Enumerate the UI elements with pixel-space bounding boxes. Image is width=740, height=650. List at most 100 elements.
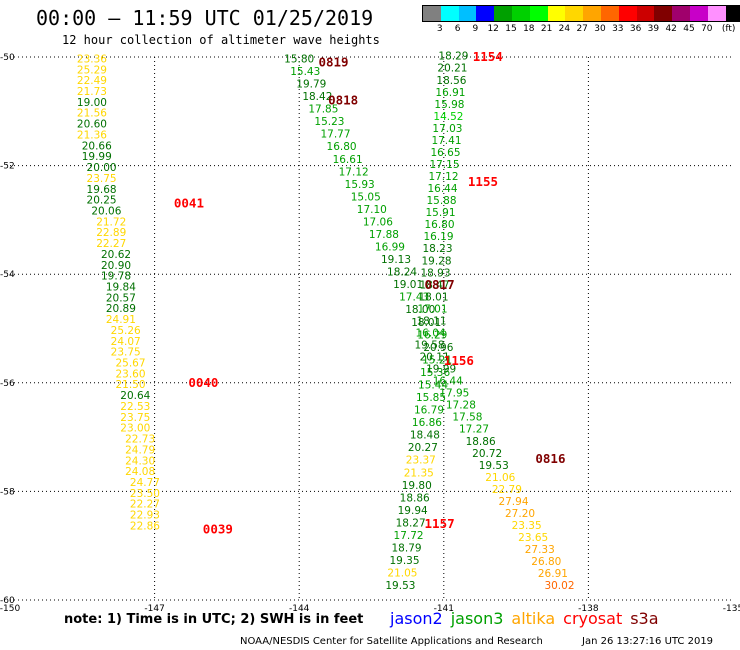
wave-height-value: 19.78 (101, 271, 131, 283)
wave-height-value: 16.61 (333, 154, 363, 166)
wave-height-value: 19.94 (398, 505, 428, 517)
latitude-tick-label: -54 (0, 270, 15, 280)
wave-height-value: 17.03 (432, 123, 462, 135)
pass-time-label: 0818 (328, 92, 358, 107)
legend-swatch (707, 6, 726, 21)
wave-height-value: 23.75 (87, 173, 117, 185)
wave-height-value: 15.93 (345, 179, 375, 191)
wave-height-value: 18.48 (410, 430, 440, 442)
wave-height-value: 27.94 (498, 496, 528, 508)
wave-height-value: 19.53 (479, 460, 509, 472)
wave-height-value: 18.86 (400, 492, 430, 504)
wave-height-value: 16.91 (435, 87, 465, 99)
wave-height-value: 17.72 (394, 530, 424, 542)
wave-height-value: 22.73 (125, 434, 155, 446)
legend-label: 9 (472, 24, 479, 34)
legend-swatch (725, 6, 740, 21)
wave-height-value: 27.33 (525, 544, 555, 556)
latitude-tick-label: -50 (0, 53, 15, 63)
legend-label: 70 (701, 24, 713, 34)
legend-label: 39 (647, 24, 660, 34)
wave-height-value: 22.27 (96, 238, 126, 250)
wave-height-value: 18.00 (405, 304, 435, 316)
axis-labels: -50 -52 -54 -56 -58 -60-150 -147 -144 -141 -138 -1… (0, 53, 740, 614)
pass-time-label: 0040 (188, 375, 218, 390)
wave-height-value: 23.00 (120, 423, 150, 435)
wave-height-value: 16.80 (327, 141, 357, 153)
wave-height-value: 17.12 (428, 171, 458, 183)
wave-height-value: 20.60 (77, 119, 107, 131)
satellite-name-cryosat: cryosat (563, 609, 623, 628)
legend-label: 12 (487, 24, 499, 34)
wave-height-value: 18.93 (420, 267, 450, 279)
wave-height-value: 19.13 (381, 254, 411, 266)
longitude-tick-label: -144 (289, 604, 310, 614)
wave-height-value: 24.30 (125, 455, 155, 467)
wave-height-value: 20.64 (120, 390, 150, 402)
wave-height-value: 23.75 (120, 412, 150, 424)
wave-height-value: 17.01 (417, 303, 447, 315)
wave-height-value: 20.66 (82, 140, 112, 152)
wave-height-value: 17.10 (357, 204, 387, 216)
legend-label: 6 (454, 24, 461, 34)
wave-height-value: 18.56 (436, 75, 466, 87)
longitude-tick-label: -141 (434, 604, 454, 614)
wave-height-value: 17.28 (446, 400, 476, 412)
wave-height-value: 17.77 (320, 129, 350, 141)
wave-height-value: 20.57 (106, 292, 136, 304)
legend-label: 30 (594, 24, 606, 34)
wave-height-value: 21.35 (404, 467, 434, 479)
legend-swatch (458, 6, 477, 21)
wave-height-value: 17.12 (339, 166, 369, 178)
wave-height-value: 17.58 (452, 412, 482, 424)
wave-height-value: 15.91 (425, 207, 455, 219)
wave-height-value: 17.41 (431, 135, 461, 147)
legend-label: 24 (558, 24, 571, 34)
wave-height-value: 16.29 (417, 329, 447, 341)
legend-swatch (600, 6, 619, 21)
pass-time-labels: 0041 0040 0039 0819 0818 0817 0816 1154 1155 1156… (174, 49, 566, 536)
wave-height-value: 26.91 (538, 568, 568, 580)
wave-height-value: 21.05 (387, 568, 417, 580)
satellite-name-altika: altika (511, 609, 556, 628)
latitude-tick-label: -60 (0, 596, 15, 606)
wave-height-value: 18.27 (396, 517, 426, 529)
wave-height-value: 19.00 (77, 97, 107, 109)
wave-height-value: 19.01 (393, 279, 423, 291)
wave-height-value: 17.27 (459, 424, 489, 436)
wave-height-value: 16.04 (416, 327, 446, 339)
wave-height-value: 20.25 (87, 195, 117, 207)
legend-swatch (494, 6, 512, 21)
wave-height-value: 20.21 (437, 63, 467, 75)
legend-swatch (654, 6, 673, 21)
wave-height-value: 21.36 (77, 129, 107, 141)
wave-height-value: 19.35 (389, 555, 419, 567)
wave-height-value: 20.89 (106, 303, 136, 315)
wave-height-value: 22.86 (130, 520, 160, 532)
wave-height-values: 23.3625.2922.4921.7319.0021.5620.6021.36… (77, 51, 575, 592)
wave-height-value: 23.35 (512, 520, 542, 532)
pass-time-label: 1155 (468, 174, 498, 189)
legend-swatch (529, 6, 548, 21)
legend-label: 18 (523, 24, 535, 34)
legend-swatch (636, 6, 655, 21)
longitude-tick-label: -138 (578, 604, 599, 614)
pass-time-label: 0816 (535, 451, 565, 466)
wave-height-value: 23.65 (518, 532, 548, 544)
map-grid (10, 56, 733, 601)
legend-swatch (440, 6, 459, 21)
wave-height-value: 24.79 (125, 444, 155, 456)
wave-height-value: 16.80 (424, 219, 454, 231)
wave-height-value: 23.37 (406, 455, 436, 467)
wave-height-value: 16.44 (427, 183, 457, 195)
legend-color-scale (422, 5, 740, 22)
wave-height-value: 26.80 (531, 556, 561, 568)
longitude-tick-label: -150 (0, 604, 20, 614)
wave-height-value: 17.15 (429, 159, 459, 171)
wave-height-value: 20.00 (87, 162, 117, 174)
wave-height-value: 20.27 (408, 442, 438, 454)
wave-height-value: 22.27 (130, 499, 160, 511)
legend-swatch (565, 6, 584, 21)
wave-height-value: 22.93 (130, 510, 160, 522)
wave-height-value: 25.26 (111, 325, 141, 337)
